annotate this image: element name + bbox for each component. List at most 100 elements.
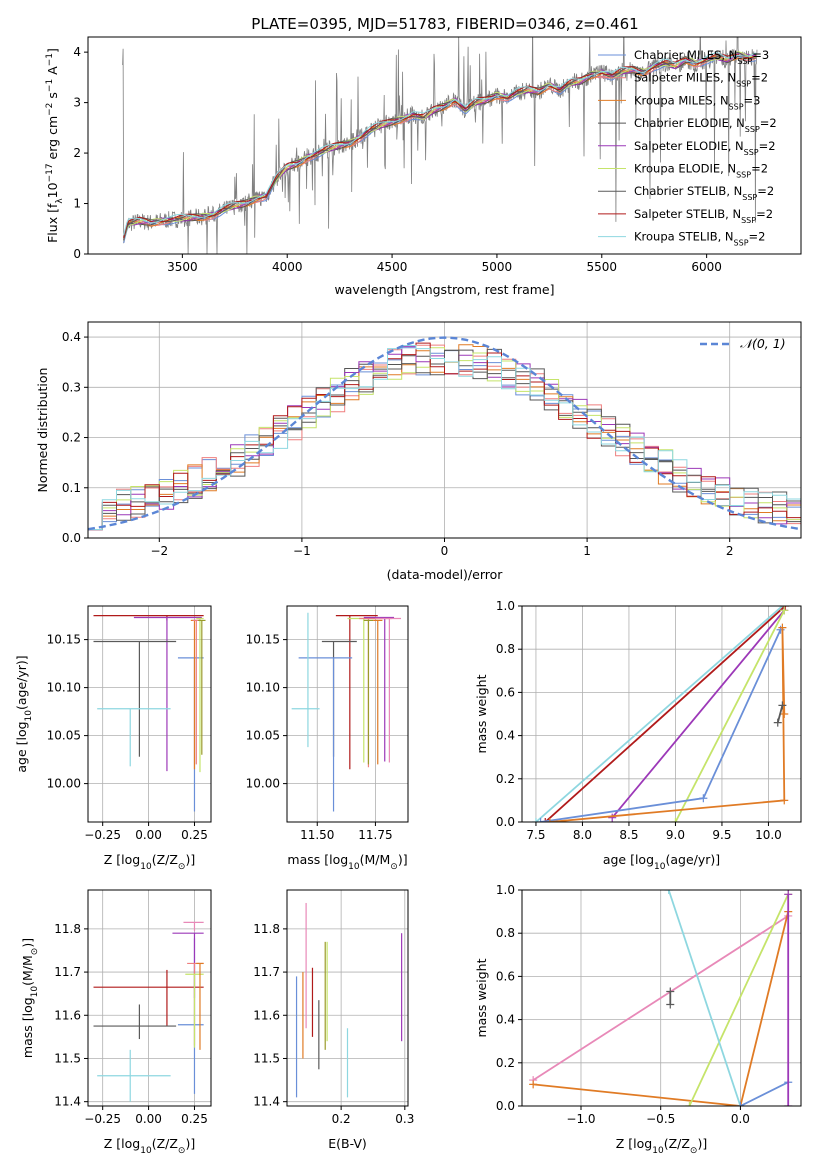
legend-entry: Kroupa ELODIE, NSSP=2	[634, 162, 768, 180]
y-tick-label: 10.00	[246, 777, 280, 791]
x-axis-label: Z [log10(Z/Z⊙)]	[616, 1136, 707, 1156]
x-axis-label: wavelength [Angstrom, rest frame]	[334, 282, 554, 297]
y-tick-label: 0	[73, 247, 81, 261]
x-axis-label-part: Z [log	[104, 852, 140, 867]
axes-frame	[286, 605, 409, 823]
axes-frame	[87, 36, 802, 255]
x-tick-label: −0.25	[84, 828, 121, 842]
y-tick-label: 11.8	[54, 922, 81, 936]
y-tick-label: 0.8	[496, 642, 515, 656]
y-tick-label: 11.5	[253, 1051, 280, 1065]
y-tick-label: 0.2	[62, 431, 81, 445]
legend-tail: =2	[749, 230, 766, 244]
x-tick-label: 0.2	[332, 1112, 351, 1126]
mass-weight-line-kroupa_miles	[533, 911, 790, 1106]
mass-weight-line-kroupa_miles	[549, 627, 786, 822]
residual-histogram-salpeter_stelib	[88, 342, 801, 530]
legend-sub: SSP	[741, 215, 756, 224]
x-axis-label: (data-model)/error	[387, 567, 504, 582]
legend-text: Chabrier STELIB, N	[634, 184, 742, 198]
gaussian-reference-curve	[88, 336, 801, 531]
y-tick-label: 0.0	[496, 1099, 515, 1113]
mass-weight-marker	[608, 813, 617, 822]
legend-entry: Salpeter ELODIE, NSSP=2	[634, 139, 776, 157]
y-axis-label-part: A	[45, 66, 60, 79]
y-axis-label-part: Flux [	[45, 208, 60, 243]
legend-sub: SSP	[744, 147, 759, 156]
legend-sub: SSP	[736, 170, 751, 179]
axes-frame	[87, 889, 212, 1107]
y-tick-label: 11.7	[54, 965, 81, 979]
mass-weight-marker	[780, 796, 789, 805]
y-tick-label: 1.0	[496, 599, 515, 613]
y-axis-label-part: mass [log	[20, 997, 35, 1058]
y-axis-label: mass weight	[474, 674, 489, 753]
y-tick-label: 11.5	[54, 1051, 81, 1065]
y-tick-label: 11.4	[253, 1095, 280, 1109]
y-axis-label-part: f	[45, 203, 60, 208]
legend-entry: 𝒩(0, 1)	[740, 336, 786, 351]
mass-weight-vs-age-panel: 7.5 8.0 8.5 9.0 9.5 10.0 0.0 0.2 0.4 0.6 0.8 1.0 age…	[474, 599, 802, 872]
residual-histogram-panel: −2 −1 0 1 2 0.0 0.1 0.2 0.3 0.4 𝒩(0, 1) (data-model…	[35, 321, 802, 582]
legend-sub: SSP	[729, 102, 744, 111]
mass-weight-line-pink	[532, 915, 789, 1081]
y-tick-label: 0.3	[62, 380, 81, 394]
x-tick-label: 0.3	[395, 1112, 414, 1126]
x-axis-label: E(B-V)	[328, 1136, 367, 1151]
y-axis-label-part: λ	[55, 198, 65, 204]
y-axis-label-part: 10	[30, 986, 40, 998]
y-tick-label: 10.15	[246, 633, 280, 647]
residual-histogram-chabrier_stelib	[88, 348, 801, 530]
x-axis-label-part: (Z/Z	[152, 1136, 178, 1151]
y-axis-label: age [log10(age/yr)]	[14, 655, 34, 772]
y-tick-label: 10.15	[47, 633, 81, 647]
y-axis-label-part: −2	[45, 103, 55, 116]
mass-weight-marker	[536, 818, 545, 822]
legend-text: Kroupa MILES, N	[634, 93, 729, 107]
x-axis-label-part: (Z/Z	[152, 852, 178, 867]
legend-text: Salpeter STELIB, N	[634, 207, 741, 221]
x-axis-label: Z [log10(Z/Z⊙)]	[104, 852, 195, 872]
x-axis-label-part: )]	[185, 1136, 195, 1151]
legend-entry: Salpeter STELIB, NSSP=2	[634, 207, 773, 225]
y-tick-label: 0.4	[496, 1013, 515, 1027]
mass-weight-vs-metallicity-panel: −1.0 −0.5 0.0 0.0 0.2 0.4 0.6 0.8 1.0 Z [log10(Z/…	[474, 883, 802, 1156]
y-tick-label: 11.4	[54, 1095, 81, 1109]
legend-text: Chabrier MILES, N	[634, 48, 737, 62]
y-tick-label: 0.2	[496, 772, 515, 786]
legend-entry: Kroupa MILES, NSSP=3	[634, 93, 760, 111]
mass-weight-line-salpeter_elodie	[611, 609, 785, 819]
x-tick-label: −0.25	[84, 1112, 121, 1126]
y-tick-label: 0.0	[62, 531, 81, 545]
y-tick-label: 11.7	[253, 965, 280, 979]
legend-tail: =2	[751, 162, 768, 176]
mass-weight-marker	[778, 623, 787, 632]
x-axis-label-part: age [log	[603, 852, 654, 867]
axes-frame	[521, 605, 802, 823]
legend-sub: SSP	[745, 125, 760, 134]
legend-text: Salpeter ELODIE, N	[634, 139, 744, 153]
legend-tail: =3	[752, 48, 769, 62]
y-tick-label: 1	[73, 197, 81, 211]
x-axis-label-part: mass [log	[287, 852, 348, 867]
x-tick-label: 0.00	[135, 1112, 162, 1126]
y-tick-label: 0.4	[496, 729, 515, 743]
mass-weight-marker	[699, 794, 708, 803]
y-tick-label: 11.6	[54, 1008, 81, 1022]
y-tick-label: 2	[73, 146, 81, 160]
axes-frame	[87, 605, 212, 823]
y-axis-label-part: (age/yr)]	[14, 655, 29, 710]
x-tick-label: 10.0	[755, 828, 782, 842]
model-spectrum-salpeter_stelib	[123, 53, 757, 239]
y-tick-label: 11.6	[253, 1008, 280, 1022]
y-axis-label-part: −1	[45, 53, 55, 66]
y-axis-label: Normed distribution	[35, 368, 50, 493]
x-tick-label: 0.25	[181, 1112, 208, 1126]
x-axis-label-part: 10	[654, 862, 666, 872]
x-tick-label: 0.25	[181, 828, 208, 842]
legend-tail: =2	[759, 139, 776, 153]
mass-weight-line-kroupa_elodie	[674, 609, 786, 822]
x-tick-label: 0.00	[135, 828, 162, 842]
x-tick-label: 6000	[691, 260, 722, 274]
x-axis-label: mass [log10(M/M⊙)]	[287, 852, 407, 872]
